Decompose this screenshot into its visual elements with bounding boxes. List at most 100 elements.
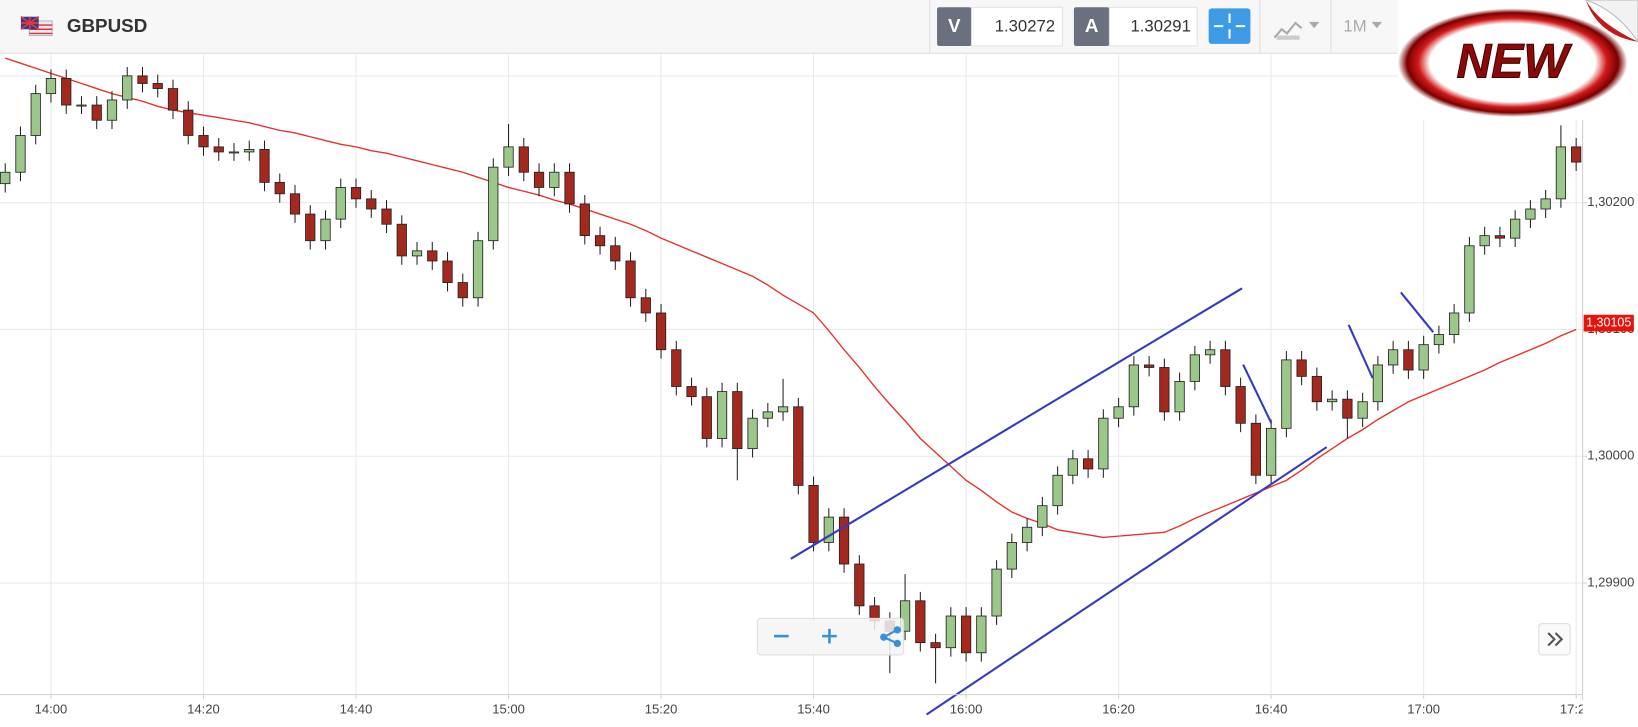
candle [503,124,514,177]
candle-body [1327,398,1338,403]
x-tick-label: 16:00 [950,702,983,717]
candle [15,126,26,182]
candle [1052,466,1063,515]
candle [747,409,758,458]
trend-line [1400,291,1435,333]
candle-body [213,146,224,153]
candle-body [671,349,682,387]
candle-body [106,99,118,121]
candle-body [945,615,956,649]
candle [762,402,773,428]
candle [1204,340,1216,364]
candle [732,382,743,481]
candle-body [854,563,865,607]
candle [228,143,240,161]
x-tick-label: 15:20 [645,702,678,717]
candle [45,69,57,103]
buy-label-box[interactable] [1073,7,1110,46]
candle [442,252,453,292]
chart-type-area[interactable] [1264,5,1327,47]
candle-body [1555,146,1567,200]
zoom-controls [756,617,905,656]
candle [1571,137,1582,171]
share-dot [880,633,888,641]
candle [1357,392,1368,428]
share-area[interactable] [856,620,902,652]
crosshair-button[interactable] [1208,8,1251,44]
candle-body [930,642,941,649]
candle [335,178,346,229]
zoom-in-button[interactable] [808,620,854,652]
chart-type-button[interactable] [1264,5,1327,47]
candle-body [1052,474,1063,507]
candle-body [320,218,331,242]
crosshair-box[interactable] [1208,8,1251,44]
candle [427,241,438,270]
candle [716,382,728,448]
currency-flags [20,16,53,37]
sell-value: 1.30272 [995,17,1055,36]
candle-body [30,93,41,136]
candle-body [1235,386,1246,424]
candle [777,378,789,421]
candle [1372,356,1384,411]
candle-body [1357,401,1368,419]
sell-value-box[interactable] [970,6,1063,47]
candle [137,66,148,93]
candle-body [777,406,789,413]
candle-body [350,187,362,200]
candle [1143,356,1155,377]
sell-label-box[interactable] [937,7,972,46]
chart-type-icon [1273,21,1303,39]
candle-body [1403,349,1414,371]
candle [533,163,545,197]
candle-body [747,417,758,450]
candle-body [1204,349,1216,356]
candle [76,96,87,114]
share-dot [893,626,902,634]
candle [640,288,651,322]
candle-body [167,88,179,111]
candle [1266,419,1277,485]
candle [610,236,621,270]
sell-price[interactable]: V 1.30272 [937,6,1063,47]
crosshair-icon [1213,13,1246,39]
candle-body [716,391,728,439]
share-button[interactable] [856,620,902,652]
buy-price[interactable]: A 1.30291 [1073,6,1198,47]
y-tick-label: 1,29900 [1587,574,1634,589]
candle [991,560,1002,625]
candle-body [1342,398,1353,419]
candle [350,178,362,208]
symbol[interactable]: GBPUSD [67,15,147,36]
scroll-right-button[interactable] [1538,623,1571,656]
candle-body [305,213,316,242]
candle [396,215,407,265]
candle [1510,210,1521,248]
candle-body [1067,458,1078,476]
candle [793,397,804,495]
candle [488,158,499,250]
candle [1250,414,1261,485]
candle-body [1143,364,1155,368]
candle [213,137,224,161]
candle [899,574,911,641]
candle-body [915,600,926,644]
buy-value: 1.30291 [1130,17,1190,36]
candle-body [122,75,133,101]
candle-body [1189,354,1200,382]
zoom-out-button[interactable] [759,620,805,652]
candle [457,273,468,307]
x-tick-label: 14:20 [187,702,220,717]
candle [518,137,529,182]
timeframe-button[interactable]: 1M [1333,5,1394,47]
candle [198,126,209,156]
current-price-box [1583,314,1634,332]
candle [1189,345,1200,391]
buy-value-box[interactable] [1108,6,1198,47]
candle [30,84,41,145]
x-tick-label: 14:00 [35,702,68,717]
candle-body [1540,198,1551,210]
candle-body [594,235,606,247]
